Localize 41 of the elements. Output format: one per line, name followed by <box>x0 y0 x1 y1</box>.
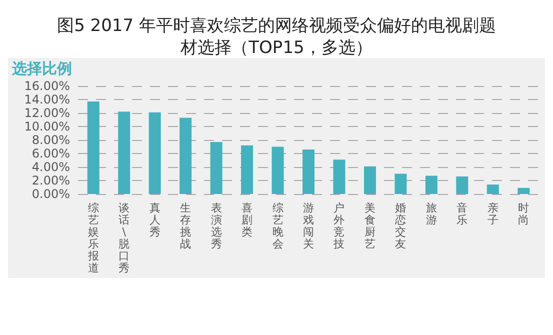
x-tick-label: 时尚 <box>518 202 530 226</box>
y-tick-label: 6.00% <box>32 146 70 160</box>
y-tick-label: 10.00% <box>24 120 70 134</box>
x-tick-label: 婚恋交友 <box>394 202 406 250</box>
x-tick-label: 音乐 <box>456 202 468 226</box>
x-tick-label: 旅游 <box>426 202 437 226</box>
bar <box>364 166 376 194</box>
x-tick-label: 游戏闯关 <box>303 202 314 250</box>
x-tick-label: 亲子 <box>487 202 498 226</box>
y-tick-label: 8.00% <box>32 133 70 147</box>
y-tick-label: 2.00% <box>32 174 70 188</box>
y-tick-label: 0.00% <box>32 187 70 201</box>
x-tick-label: 真人秀 <box>149 202 160 238</box>
bar <box>87 102 100 194</box>
x-tick-label: 综艺晚会 <box>272 202 284 250</box>
y-tick-label: 12.00% <box>24 106 70 120</box>
chart-title: 图5 2017 年平时喜欢综艺的网络视频受众偏好的电视剧题材选择（TOP15，多选） <box>57 16 496 58</box>
x-tick-label: 美食厨艺 <box>364 202 376 250</box>
bar <box>272 146 284 194</box>
bar <box>180 118 192 194</box>
x-tick-label: 表演选秀 <box>210 202 222 250</box>
bar <box>241 145 254 194</box>
y-tick-label: 14.00% <box>24 92 70 106</box>
y-tick-label: 16.00% <box>24 79 70 93</box>
bar <box>394 174 407 194</box>
bar <box>148 112 161 194</box>
bar <box>302 149 314 194</box>
x-tick-label: 生存挑战 <box>180 202 192 250</box>
bar <box>518 188 530 194</box>
y-tick-label: 4.00% <box>32 160 70 174</box>
x-tick-label: 谈话\脱口秀 <box>118 202 130 274</box>
bar <box>118 112 130 194</box>
x-tick-label: 综艺娱乐报道 <box>86 202 99 274</box>
x-tick-label: 喜剧类 <box>242 202 253 238</box>
x-tick-label: 户外竞技 <box>332 202 345 250</box>
bar <box>425 176 438 194</box>
bar <box>486 184 499 194</box>
bar <box>456 176 468 194</box>
bar <box>210 142 222 194</box>
bar <box>333 160 346 194</box>
y-axis-title: 选择比例 <box>11 60 72 78</box>
